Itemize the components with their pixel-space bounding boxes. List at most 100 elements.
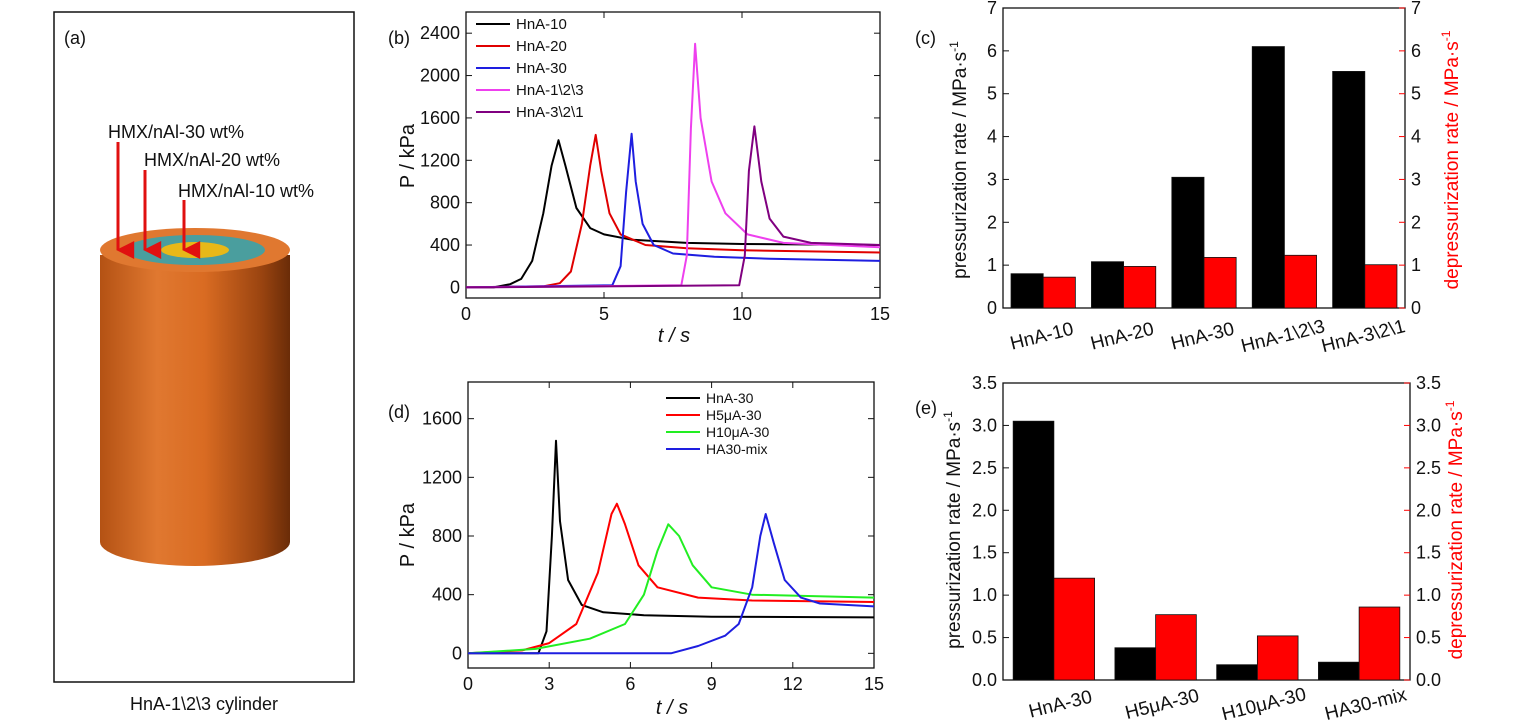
bar-pressurization: [1114, 647, 1157, 681]
panel-a-label: (a): [64, 28, 86, 48]
panel-d-series: [467, 439, 875, 655]
y-right-tick-label: 0.0: [1416, 670, 1441, 690]
panel-b-axes: 0 5 10 15 0 400 800 1200 1600 2000 2400: [420, 11, 890, 324]
plot-frame: [467, 381, 875, 669]
y-right-tick-label: 1.5: [1416, 543, 1441, 563]
y-tick-label: 0: [987, 298, 997, 318]
bar-depressurization: [1042, 276, 1076, 309]
category-label: HnA-30: [1027, 687, 1095, 723]
x-tick-label: 12: [783, 674, 803, 694]
y-right-tick-label: 2: [1411, 212, 1421, 232]
bar-depressurization: [1155, 614, 1197, 681]
x-tick-label: 6: [625, 674, 635, 694]
y-tick-label: 1600: [422, 409, 462, 429]
y-right-tick-label: 1: [1411, 255, 1421, 275]
cylinder-top-inner: [161, 242, 229, 258]
bar-depressurization: [1358, 606, 1401, 681]
category-label: H10μA-30: [1220, 684, 1308, 725]
bar-pressurization: [1010, 273, 1044, 309]
legend-entry: HnA-10: [516, 16, 567, 33]
y-tick-label: 800: [432, 526, 462, 546]
panel-b-legend: HnA-10 HnA-20 HnA-30 HnA-1\2\3 HnA-3\2\1: [476, 16, 584, 121]
x-tick-label: 0: [461, 304, 471, 324]
y-right-tick-label: 0.5: [1416, 628, 1441, 648]
bar-depressurization: [1284, 254, 1317, 309]
legend-entry: HnA-30: [516, 60, 567, 77]
x-tick-label: 5: [599, 304, 609, 324]
bar-pressurization: [1012, 420, 1055, 681]
category-label: H5μA-30: [1123, 685, 1201, 724]
bar-depressurization: [1123, 266, 1157, 309]
bar-depressurization: [1203, 257, 1237, 309]
y-tick-label: 0: [452, 643, 462, 663]
y-right-tick-label: 7: [1411, 0, 1421, 18]
y-tick-label: 400: [432, 585, 462, 605]
series-line-2: [465, 133, 881, 289]
panel-e-label: (e): [915, 398, 937, 418]
y-right-tick-label: 3: [1411, 169, 1421, 189]
series-line-1: [468, 439, 875, 655]
y-right-tick-label: 0: [1411, 298, 1421, 318]
y-right-tick-label: 6: [1411, 41, 1421, 61]
series-line-4: [468, 513, 875, 655]
plot-frame: [465, 11, 881, 299]
panel-c-right-axis-label: depressurization rate / MPa·s-1: [1439, 30, 1463, 289]
panel-c-bars: [1010, 46, 1398, 309]
x-tick-label: 10: [732, 304, 752, 324]
series-line-3: [465, 132, 881, 289]
category-label: HnA-30: [1169, 319, 1237, 355]
series-line-5: [465, 125, 881, 289]
panel-b-line-chart: (b) 0 5 10 15 0 400 800 1200 1600 2000 2400 HnA-10…: [388, 11, 890, 347]
panel-a-caption: HnA-1\2\3 cylinder: [130, 694, 278, 714]
y-tick-label: 0: [450, 277, 460, 297]
panel-d-axes: 0 3 6 9 12 15 0 400 800 1200 1600: [422, 381, 884, 694]
panel-a: (a) HMX/nAl-30 wt% HMX/nAl-20 wt% HMX/nA…: [53, 11, 355, 714]
layer-label-10: HMX/nAl-10 wt%: [178, 181, 314, 201]
series-line-2: [467, 502, 875, 655]
category-label: HnA-20: [1088, 319, 1156, 355]
legend-entry: HnA-20: [516, 38, 567, 55]
y-tick-label: 1.0: [972, 585, 997, 605]
panel-b-series: [465, 42, 881, 289]
y-tick-label: 1200: [422, 467, 462, 487]
x-tick-label: 3: [544, 674, 554, 694]
legend-entry: HA30-mix: [706, 441, 767, 457]
bar-pressurization: [1251, 46, 1285, 309]
panel-d-x-axis-label: t / s: [656, 697, 688, 719]
bar-pressurization: [1091, 261, 1124, 309]
category-label: HnA-3\2\1: [1319, 316, 1407, 357]
panel-d-label: (d): [388, 402, 410, 422]
y-right-tick-label: 3.0: [1416, 415, 1441, 435]
panel-b-y-axis-label: P / kPa: [397, 123, 419, 188]
x-tick-label: 15: [864, 674, 884, 694]
series-line-3: [467, 523, 875, 655]
y-right-tick-label: 5: [1411, 84, 1421, 104]
cylinder-body: [100, 255, 290, 566]
x-tick-label: 9: [707, 674, 717, 694]
y-tick-label: 2000: [420, 66, 460, 86]
panel-e-left-axis-label: pressurization rate / MPa·s-1: [941, 411, 965, 649]
y-tick-label: 1200: [420, 150, 460, 170]
panel-e-right-axis-label: depressurization rate / MPa·s-1: [1443, 400, 1467, 659]
layer-label-20: HMX/nAl-20 wt%: [144, 150, 280, 170]
category-label: HA30-mix: [1323, 684, 1409, 725]
panel-e-bars: [1012, 420, 1401, 681]
bar-pressurization: [1332, 71, 1366, 309]
y-tick-label: 0.0: [972, 670, 997, 690]
x-tick-label: 15: [870, 304, 890, 324]
y-tick-label: 2.0: [972, 500, 997, 520]
legend-entry: HnA-30: [706, 390, 754, 406]
legend-entry: H10μA-30: [706, 424, 770, 440]
y-right-tick-label: 2.0: [1416, 500, 1441, 520]
legend-entry: HnA-3\2\1: [516, 104, 584, 121]
legend-entry: H5μA-30: [706, 407, 762, 423]
y-tick-label: 4: [987, 127, 997, 147]
y-tick-label: 800: [430, 193, 460, 213]
y-tick-label: 400: [430, 235, 460, 255]
layer-label-30: HMX/nAl-30 wt%: [108, 122, 244, 142]
bar-pressurization: [1318, 661, 1360, 681]
y-tick-label: 2.5: [972, 458, 997, 478]
category-label: HnA-1\2\3: [1239, 316, 1327, 357]
